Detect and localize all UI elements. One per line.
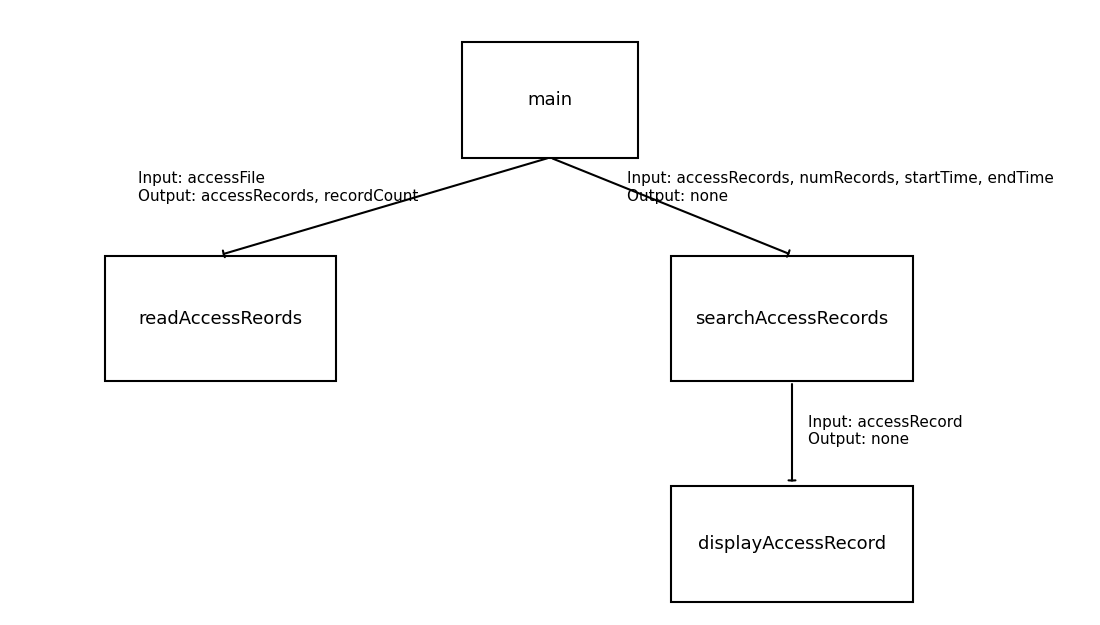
Text: Input: accessRecords, numRecords, startTime, endTime
Output: none: Input: accessRecords, numRecords, startT… — [627, 171, 1054, 204]
Bar — [462, 42, 638, 158]
Text: Input: accessFile
Output: accessRecords, recordCount: Input: accessFile Output: accessRecords,… — [138, 171, 418, 204]
Text: searchAccessRecords: searchAccessRecords — [695, 310, 889, 328]
Text: displayAccessRecord: displayAccessRecord — [697, 535, 887, 552]
Text: readAccessReords: readAccessReords — [138, 310, 302, 328]
Bar — [104, 256, 336, 381]
Bar — [671, 256, 913, 381]
Text: Input: accessRecord
Output: none: Input: accessRecord Output: none — [808, 415, 964, 447]
Text: main: main — [527, 91, 573, 109]
Bar — [671, 486, 913, 601]
